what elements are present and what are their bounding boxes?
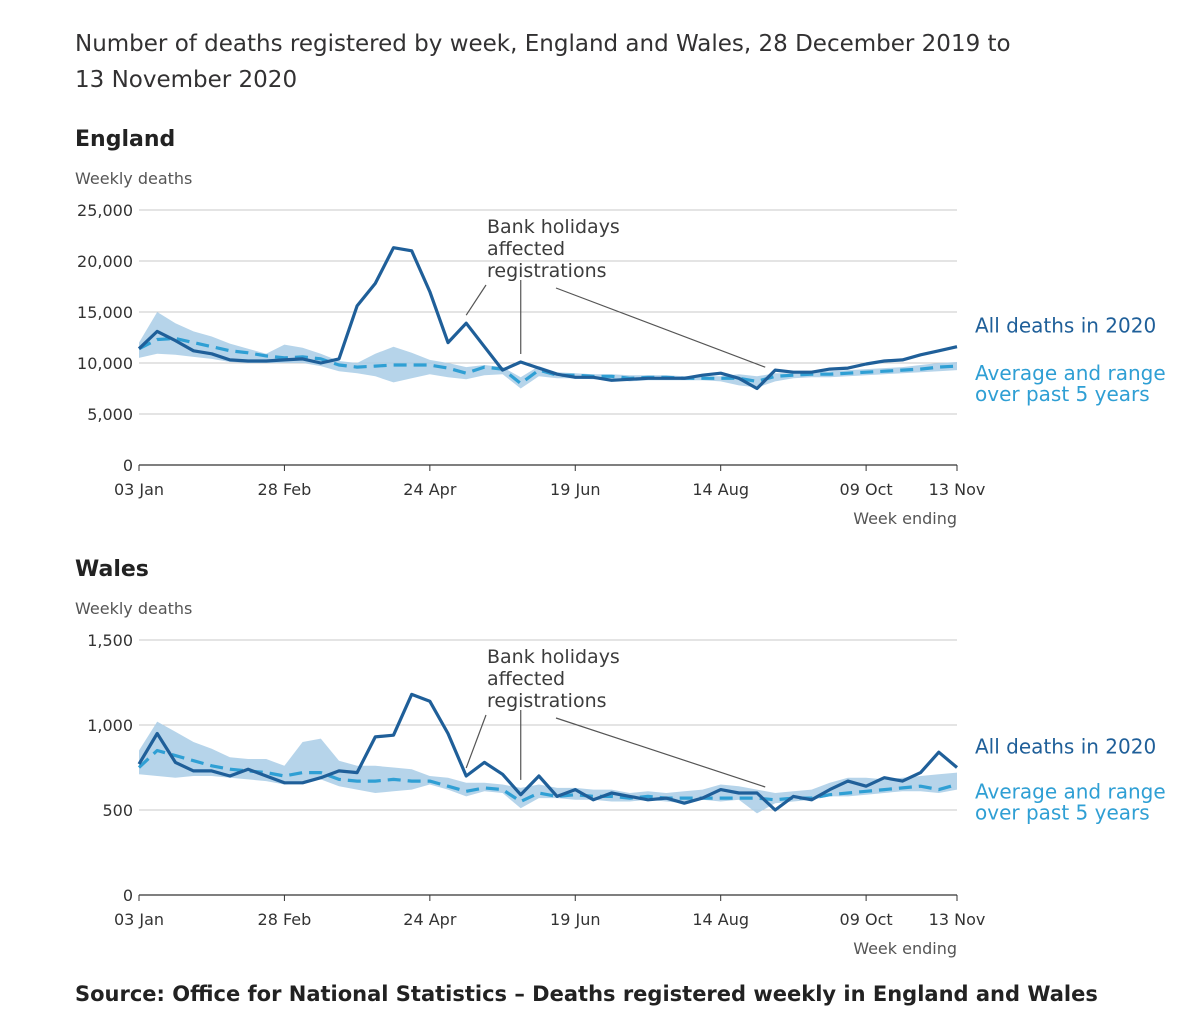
england-chart: England Weekly deaths 0 5,000 10,000 15,000 20… <box>75 127 1166 528</box>
x-axis-title: Week ending <box>853 939 957 958</box>
y-axis-title: Weekly deaths <box>75 169 192 188</box>
x-tick-label: 19 Jun <box>550 910 600 929</box>
y-tick-label: 1,000 <box>87 716 133 735</box>
y-tick-label: 0 <box>123 456 133 475</box>
x-tick-label: 19 Jun <box>550 480 600 499</box>
annotation-pointer <box>555 717 766 788</box>
annotation-text: affected <box>487 668 565 690</box>
legend-average: Average and range <box>975 780 1166 804</box>
y-tick-label: 0 <box>123 886 133 905</box>
all-deaths-line <box>137 692 959 812</box>
all-deaths-line <box>137 246 958 391</box>
wales-chart: Wales Weekly deaths 0 500 1,000 1,500 03 Jan 28… <box>75 557 1166 958</box>
x-tick-label: 28 Feb <box>258 910 312 929</box>
y-tick-label: 15,000 <box>77 303 133 322</box>
x-tick-label: 09 Oct <box>840 480 893 499</box>
x-tick-label: 14 Aug <box>692 910 749 929</box>
annotation-pointer <box>465 284 487 316</box>
y-tick-label: 500 <box>102 801 133 820</box>
range-band <box>139 721 957 814</box>
annotation-text: Bank holidays <box>487 216 620 238</box>
x-tick-label: 03 Jan <box>114 480 164 499</box>
x-tick-label: 24 Apr <box>403 910 457 929</box>
x-tick-label: 09 Oct <box>840 910 893 929</box>
y-tick-label: 10,000 <box>77 354 133 373</box>
legend-all-deaths: All deaths in 2020 <box>975 735 1156 759</box>
x-tick-label: 03 Jan <box>114 910 164 929</box>
x-tick-label: 13 Nov <box>929 910 986 929</box>
annotation-pointer <box>465 714 487 769</box>
source-note: Source: Office for National Statistics –… <box>75 982 1098 1006</box>
x-tick-label: 28 Feb <box>258 480 312 499</box>
panel-title: Wales <box>75 557 149 582</box>
x-tick-label: 24 Apr <box>403 480 457 499</box>
x-tick-label: 14 Aug <box>692 480 749 499</box>
annotation-text: registrations <box>487 690 607 712</box>
x-axis-title: Week ending <box>853 509 957 528</box>
annotation-text: Bank holidays <box>487 646 620 668</box>
range-band <box>139 312 957 389</box>
annotation-pointer <box>555 287 766 368</box>
x-tick-label: 13 Nov <box>929 480 986 499</box>
legend-average: over past 5 years <box>975 382 1150 406</box>
y-tick-label: 1,500 <box>87 631 133 650</box>
panel-title: England <box>75 127 175 152</box>
annotation-text: registrations <box>487 260 607 282</box>
chart-title: Number of deaths registered by week, Eng… <box>75 31 1011 93</box>
y-axis-title: Weekly deaths <box>75 599 192 618</box>
y-tick-label: 5,000 <box>87 405 133 424</box>
annotation-text: affected <box>487 238 565 260</box>
y-tick-label: 20,000 <box>77 252 133 271</box>
legend-average: Average and range <box>975 361 1166 385</box>
legend-all-deaths: All deaths in 2020 <box>975 314 1156 338</box>
y-tick-label: 25,000 <box>77 201 133 220</box>
legend-average: over past 5 years <box>975 801 1150 825</box>
